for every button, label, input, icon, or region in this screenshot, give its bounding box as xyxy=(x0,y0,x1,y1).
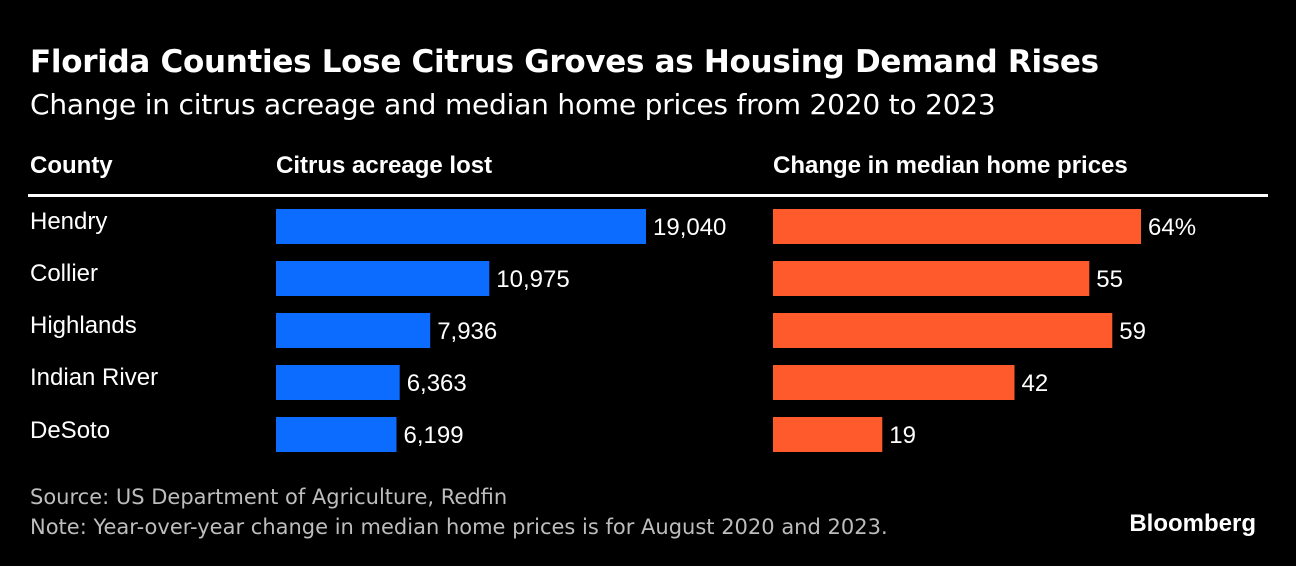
county-label-collier: Collier xyxy=(30,260,99,287)
acreage-value-label-desoto: 6,199 xyxy=(404,422,464,449)
price-bar-indian-river xyxy=(773,365,1015,400)
county-label-desoto: DeSoto xyxy=(30,417,111,444)
county-column-header: County xyxy=(30,152,113,179)
price-value-label-collier: 55 xyxy=(1096,266,1123,293)
county-label-highlands: Highlands xyxy=(30,312,137,339)
acreage-value-label-collier: 10,975 xyxy=(496,266,569,293)
acreage-bar-indian-river xyxy=(276,365,400,400)
acreage-bar-highlands xyxy=(276,313,431,348)
county-label-hendry: Hendry xyxy=(30,208,108,235)
price-value-label-hendry: 64% xyxy=(1148,214,1196,241)
price-bar-collier xyxy=(773,261,1090,296)
price-bar-highlands xyxy=(773,313,1113,348)
chart-subtitle: Change in citrus acreage and median home… xyxy=(30,88,996,121)
footnote: Note: Year-over-year change in median ho… xyxy=(30,515,888,539)
price-value-label-highlands: 59 xyxy=(1119,318,1146,345)
acreage-bar-hendry xyxy=(276,209,646,244)
acreage-bar-desoto xyxy=(276,417,397,452)
acreage-value-label-indian-river: 6,363 xyxy=(407,370,467,397)
price-value-label-desoto: 19 xyxy=(889,422,916,449)
price-bar-hendry xyxy=(773,209,1141,244)
price-value-label-indian-river: 42 xyxy=(1022,370,1049,397)
source-note: Source: US Department of Agriculture, Re… xyxy=(30,485,508,509)
acreage-bar-collier xyxy=(276,261,490,296)
acreage-value-label-highlands: 7,936 xyxy=(437,318,497,345)
bloomberg-logo: Bloomberg xyxy=(1129,510,1256,537)
acreage-column-header: Citrus acreage lost xyxy=(276,152,493,179)
prices-column-header: Change in median home prices xyxy=(773,152,1128,179)
price-bar-desoto xyxy=(773,417,883,452)
county-label-indian-river: Indian River xyxy=(30,364,159,391)
acreage-value-label-hendry: 19,040 xyxy=(653,214,726,241)
chart-title: Florida Counties Lose Citrus Groves as H… xyxy=(30,44,1099,80)
header-rule xyxy=(28,194,1268,197)
